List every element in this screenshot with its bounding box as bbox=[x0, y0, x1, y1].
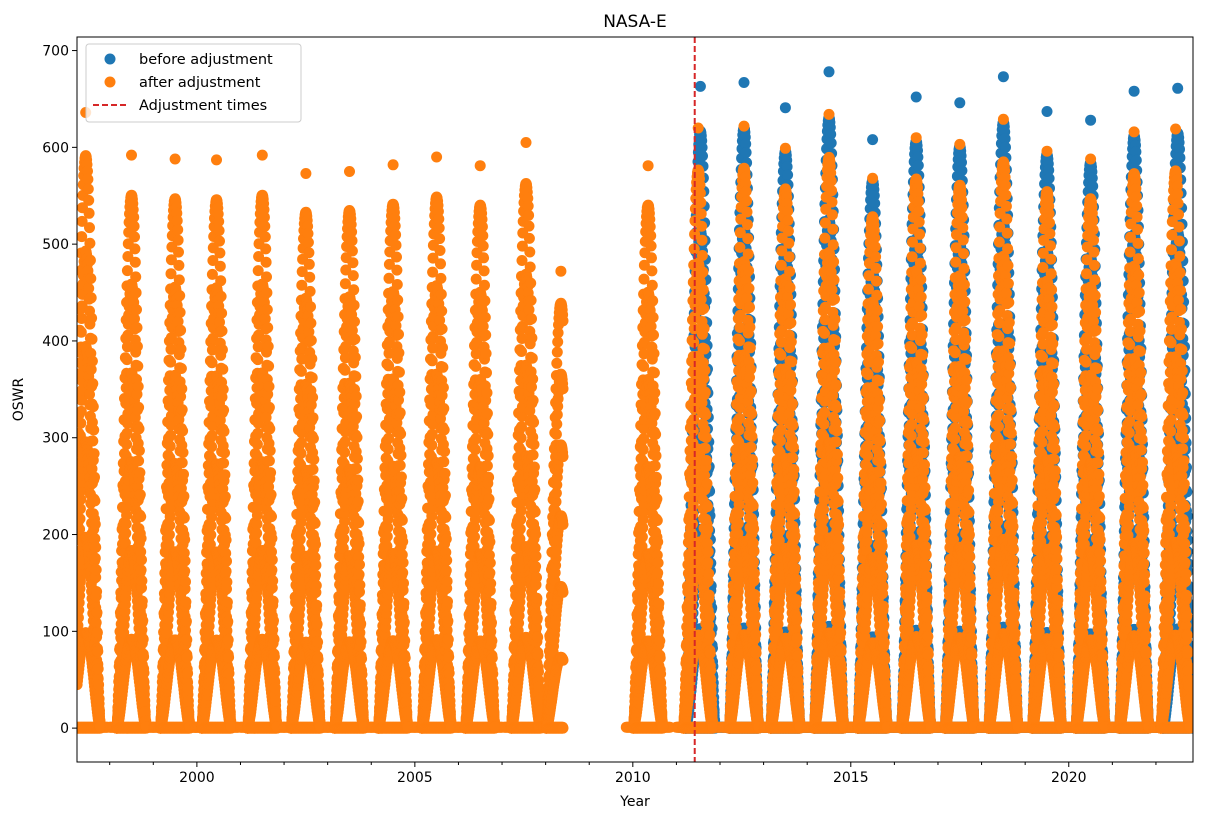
scatter-point bbox=[782, 169, 794, 181]
scatter-point-peak bbox=[823, 66, 835, 78]
scatter-point bbox=[825, 137, 837, 149]
plot-area bbox=[77, 37, 1193, 762]
scatter-point bbox=[697, 150, 708, 162]
scatter-point bbox=[696, 142, 708, 153]
scatter-point-peak bbox=[954, 97, 966, 109]
scatter-point bbox=[912, 159, 924, 171]
scatter-point-peak bbox=[694, 80, 706, 92]
scatter-point-peak bbox=[779, 102, 791, 114]
scatter-point-peak bbox=[997, 71, 1009, 83]
scatter-point-peak bbox=[738, 77, 750, 88]
scatter-point bbox=[956, 165, 968, 177]
scatter-point bbox=[1000, 141, 1011, 153]
scatter-point bbox=[1043, 172, 1055, 184]
scatter-point-peak bbox=[867, 134, 879, 146]
scatter-point bbox=[740, 138, 752, 150]
scatter-point bbox=[740, 147, 752, 158]
scatter-point-peak bbox=[910, 91, 922, 103]
scatter-point bbox=[869, 197, 881, 209]
